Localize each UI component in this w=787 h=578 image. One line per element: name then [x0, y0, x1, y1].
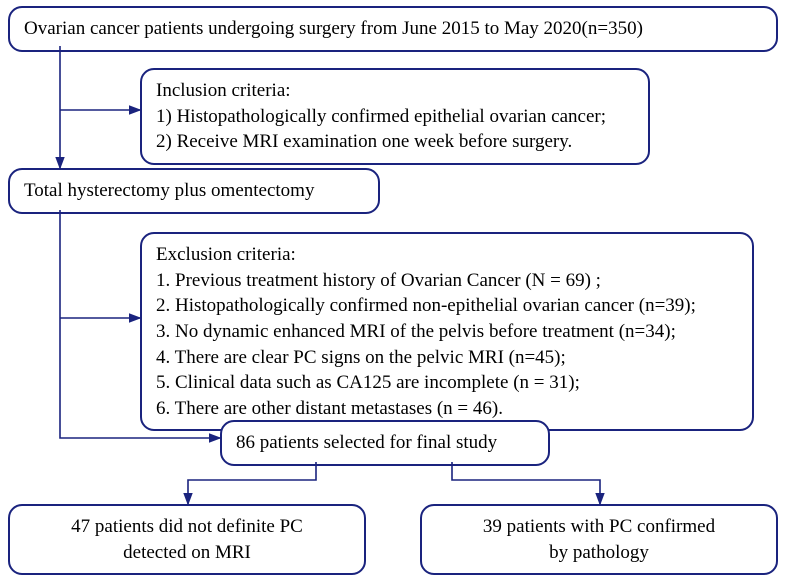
- no-pc-line-2: detected on MRI: [24, 540, 350, 566]
- exclusion-item-4: 4. There are clear PC signs on the pelvi…: [156, 345, 738, 371]
- exclusion-item-2: 2. Histopathologically confirmed non-epi…: [156, 293, 738, 319]
- with-pc-line-1: 39 patients with PC confirmed: [436, 514, 762, 540]
- node-start-text: Ovarian cancer patients undergoing surge…: [24, 18, 643, 39]
- node-surgery-text: Total hysterectomy plus omentectomy: [24, 180, 314, 201]
- node-inclusion: Inclusion criteria: 1) Histopathological…: [140, 68, 650, 165]
- node-selected: 86 patients selected for final study: [220, 420, 550, 466]
- node-no-pc: 47 patients did not definite PC detected…: [8, 504, 366, 575]
- edge-selected-to-no-pc: [188, 462, 316, 504]
- node-surgery: Total hysterectomy plus omentectomy: [8, 168, 380, 214]
- inclusion-title: Inclusion criteria:: [156, 80, 291, 101]
- no-pc-line-1: 47 patients did not definite PC: [24, 514, 350, 540]
- exclusion-item-6: 6. There are other distant metastases (n…: [156, 396, 738, 422]
- with-pc-line-2: by pathology: [436, 540, 762, 566]
- inclusion-item-1: 1) Histopathologically confirmed epithel…: [156, 104, 634, 130]
- exclusion-title: Exclusion criteria:: [156, 244, 296, 265]
- inclusion-item-2: 2) Receive MRI examination one week befo…: [156, 129, 634, 155]
- node-exclusion: Exclusion criteria: 1. Previous treatmen…: [140, 232, 754, 431]
- node-with-pc: 39 patients with PC confirmed by patholo…: [420, 504, 778, 575]
- exclusion-item-3: 3. No dynamic enhanced MRI of the pelvis…: [156, 319, 738, 345]
- exclusion-item-5: 5. Clinical data such as CA125 are incom…: [156, 370, 738, 396]
- exclusion-item-1: 1. Previous treatment history of Ovarian…: [156, 268, 738, 294]
- edge-selected-to-with-pc: [452, 462, 600, 504]
- node-start: Ovarian cancer patients undergoing surge…: [8, 6, 778, 52]
- node-selected-text: 86 patients selected for final study: [236, 432, 497, 453]
